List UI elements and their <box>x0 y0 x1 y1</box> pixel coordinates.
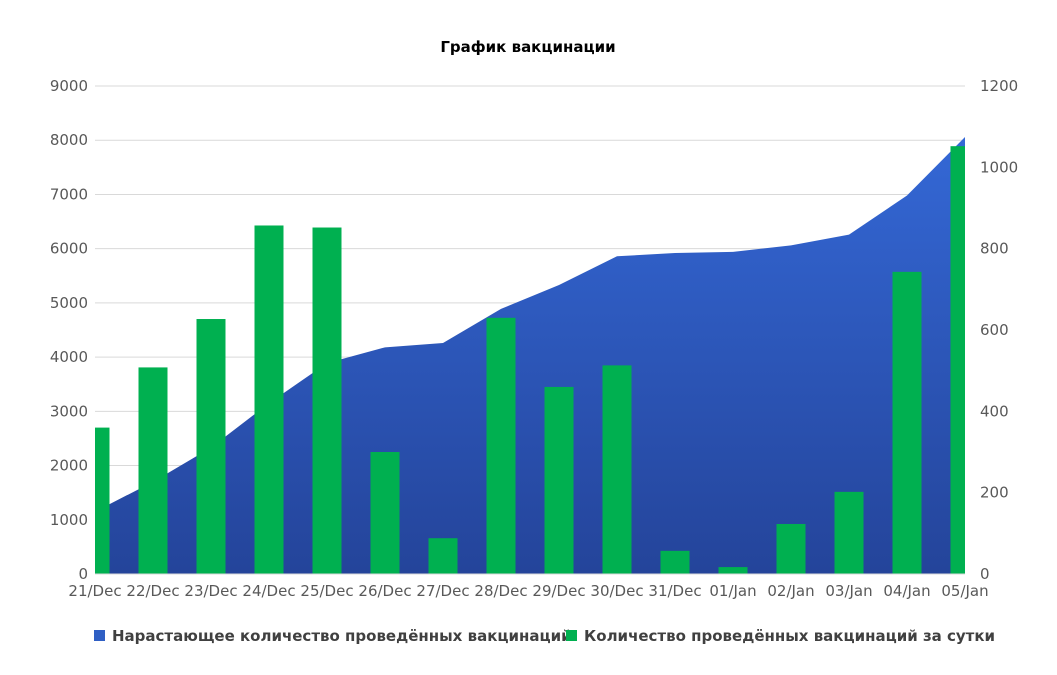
x-axis-category-label: 22/Dec <box>126 582 179 600</box>
x-axis-category-label: 26/Dec <box>358 582 411 600</box>
x-axis-category-label: 28/Dec <box>474 582 527 600</box>
x-axis-category-label: 21/Dec <box>68 582 121 600</box>
x-axis-category-label: 27/Dec <box>416 582 469 600</box>
x-axis-category-label: 02/Jan <box>767 582 814 600</box>
right-axis-tick-label: 200 <box>980 484 1009 502</box>
bar-daily-vaccinations <box>428 538 458 574</box>
right-axis-tick-label: 0 <box>980 565 990 583</box>
x-axis-category-label: 29/Dec <box>532 582 585 600</box>
left-axis-tick-label: 9000 <box>50 77 88 95</box>
left-axis-tick-label: 3000 <box>50 402 88 420</box>
x-axis-category-label: 30/Dec <box>590 582 643 600</box>
left-axis-tick-label: 2000 <box>50 457 88 475</box>
bar-daily-vaccinations <box>544 386 574 574</box>
bar-daily-vaccinations <box>138 367 168 574</box>
right-axis: 0 200 400 600 800 1000 1200 <box>980 77 1018 583</box>
left-axis-tick-label: 5000 <box>50 294 88 312</box>
x-axis-category-label: 25/Dec <box>300 582 353 600</box>
x-axis-category-label: 05/Jan <box>941 582 988 600</box>
chart-title: График вакцинации <box>440 38 615 56</box>
x-axis-category-label: 31/Dec <box>648 582 701 600</box>
bar-daily-vaccinations <box>196 319 226 574</box>
bar-daily-vaccinations <box>834 491 864 574</box>
right-axis-tick-label: 1000 <box>980 158 1018 176</box>
left-axis-tick-label: 0 <box>78 565 88 583</box>
x-axis-category-label: 24/Dec <box>242 582 295 600</box>
x-axis-category-label: 23/Dec <box>184 582 237 600</box>
x-axis-category-label: 04/Jan <box>883 582 930 600</box>
right-axis-tick-label: 600 <box>980 321 1009 339</box>
bar-daily-vaccinations <box>486 317 516 574</box>
bar-daily-vaccinations <box>312 227 342 574</box>
bar-daily-vaccinations <box>892 271 922 574</box>
bar-daily-vaccinations <box>370 452 400 574</box>
legend-label-daily: Количество проведённых вакцинаций за сут… <box>584 627 995 645</box>
x-axis: 21/Dec 22/Dec 23/Dec 24/Dec 25/Dec 26/Dec 27/D… <box>68 573 989 600</box>
legend-swatch-cumulative <box>94 630 105 641</box>
right-axis-tick-label: 1200 <box>980 77 1018 95</box>
left-axis-tick-label: 7000 <box>50 185 88 203</box>
left-axis: 0 1000 2000 3000 4000 5000 6000 7000 8000 9000 <box>50 77 88 583</box>
legend: Нарастающее количество проведённых вакци… <box>94 627 995 645</box>
legend-label-cumulative: Нарастающее количество проведённых вакци… <box>112 627 572 645</box>
x-axis-category-label: 03/Jan <box>825 582 872 600</box>
bar-daily-vaccinations <box>950 146 965 575</box>
bar-series <box>95 146 965 575</box>
left-axis-tick-label: 6000 <box>50 240 88 258</box>
bar-daily-vaccinations <box>776 523 806 574</box>
legend-swatch-daily <box>566 630 577 641</box>
x-axis-category-label: 01/Jan <box>709 582 756 600</box>
right-axis-tick-label: 400 <box>980 402 1009 420</box>
bar-daily-vaccinations <box>718 567 748 574</box>
bar-daily-vaccinations <box>95 427 110 574</box>
left-axis-tick-label: 1000 <box>50 511 88 529</box>
bar-daily-vaccinations <box>660 550 690 574</box>
bar-daily-vaccinations <box>602 365 632 574</box>
bar-daily-vaccinations <box>254 225 284 574</box>
left-axis-tick-label: 4000 <box>50 348 88 366</box>
left-axis-tick-label: 8000 <box>50 131 88 149</box>
right-axis-tick-label: 800 <box>980 240 1009 258</box>
